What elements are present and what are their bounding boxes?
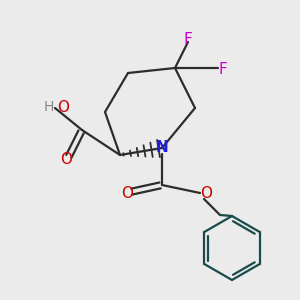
Text: H: H: [44, 100, 54, 114]
Text: N: N: [156, 140, 168, 155]
Text: F: F: [219, 62, 227, 77]
Text: O: O: [60, 152, 72, 166]
Text: F: F: [184, 32, 192, 46]
Text: O: O: [200, 187, 212, 202]
Text: O: O: [57, 100, 69, 115]
Text: O: O: [121, 185, 133, 200]
